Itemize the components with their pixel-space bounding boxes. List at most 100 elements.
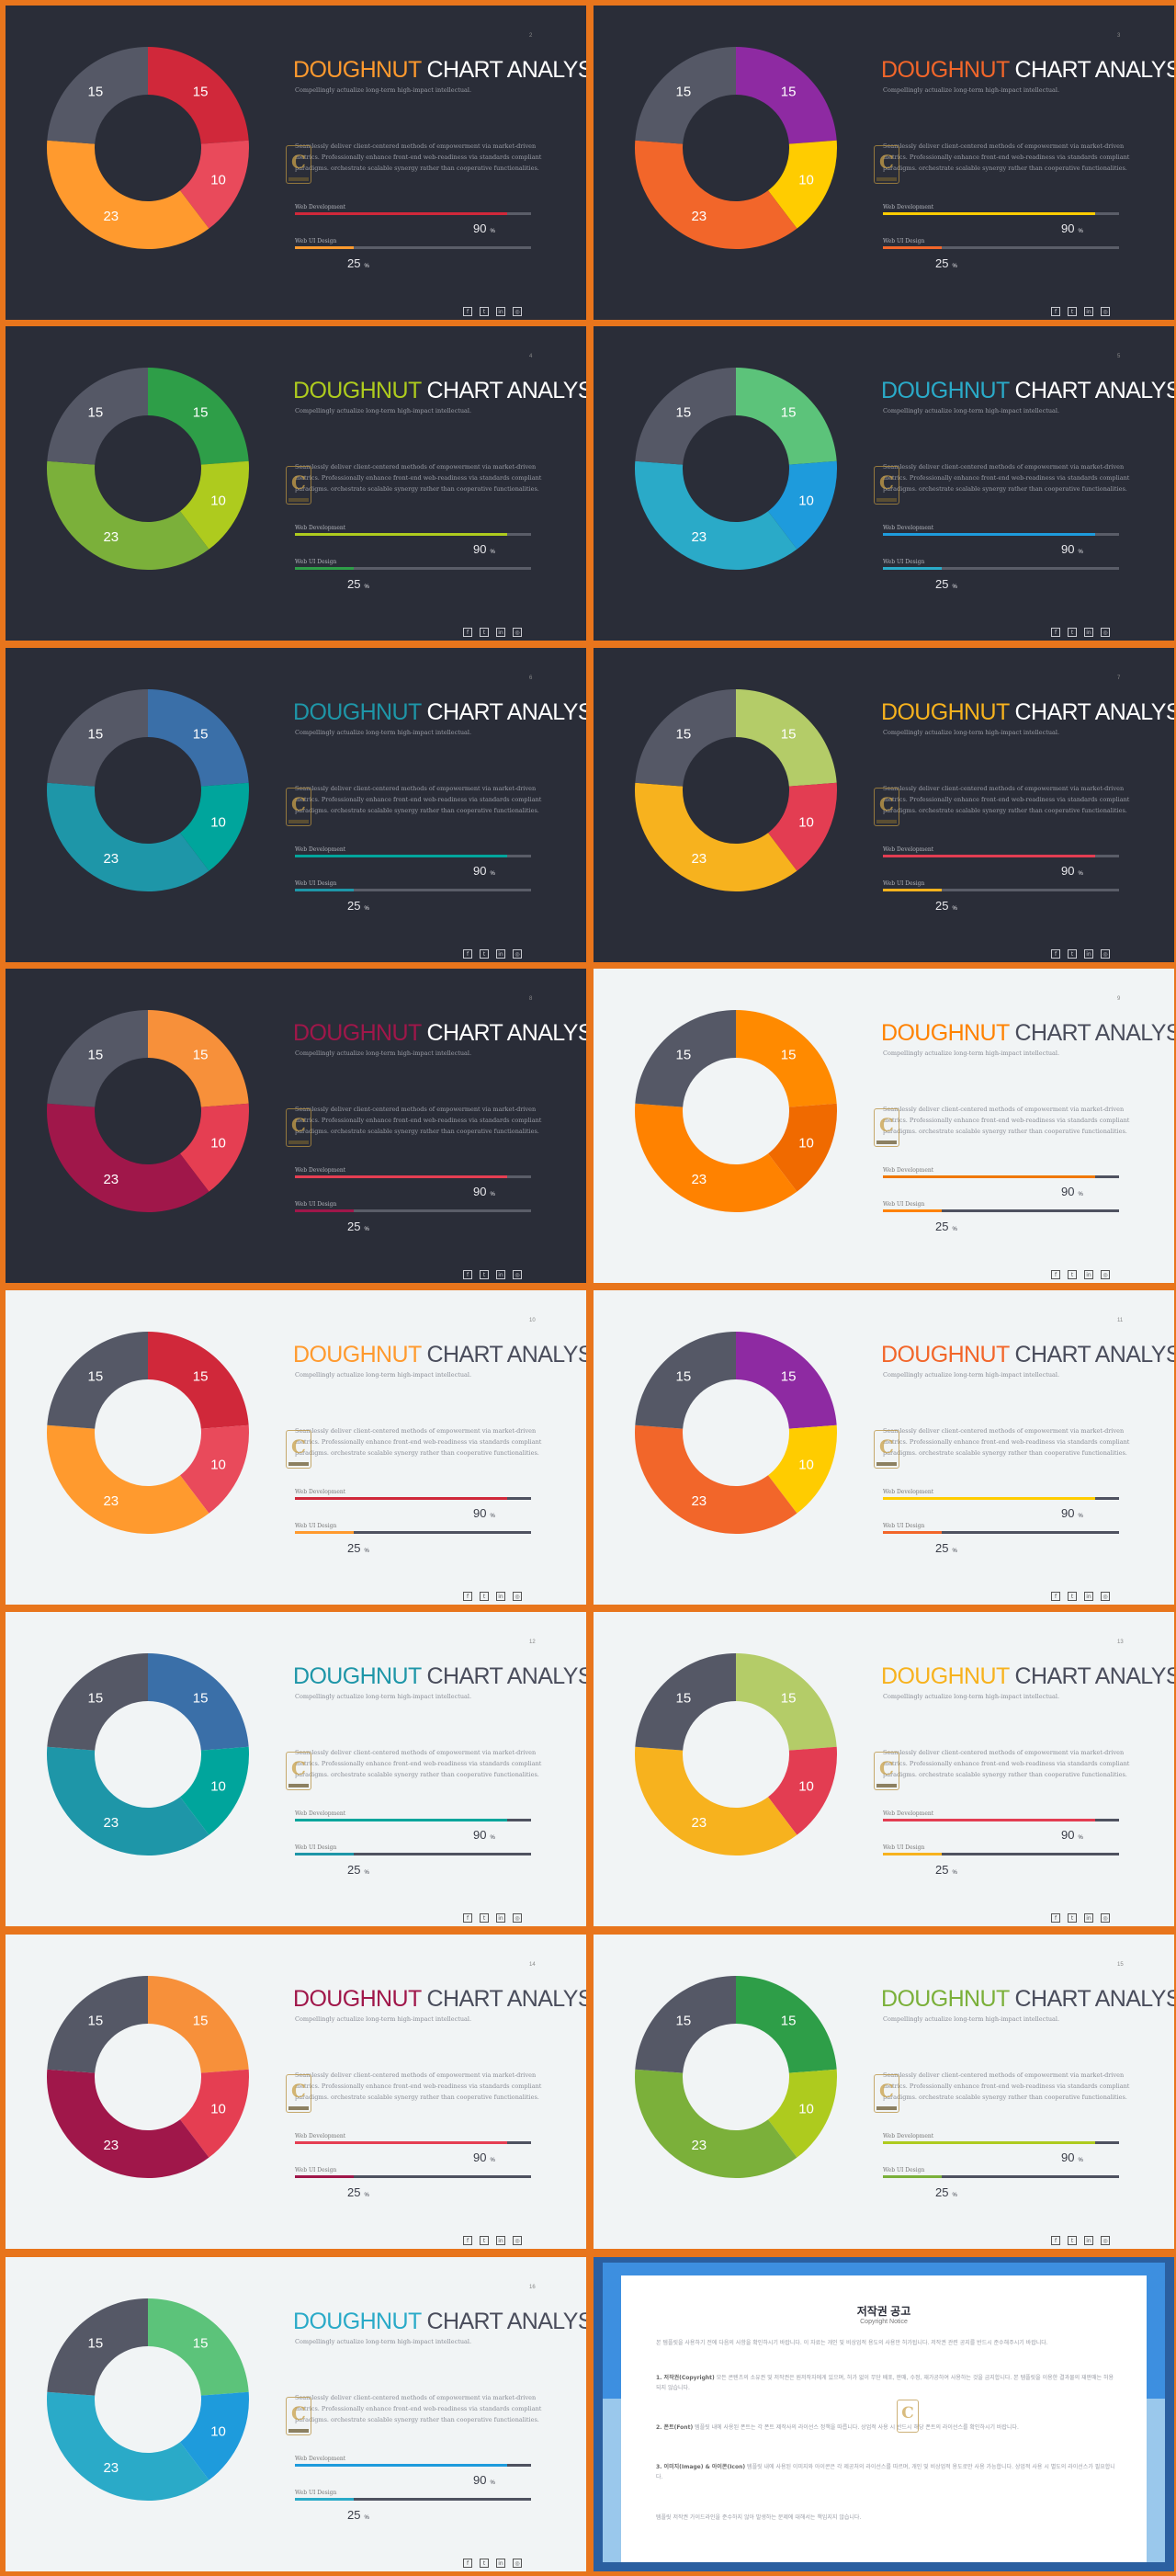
facebook-icon[interactable]: f (1051, 628, 1060, 637)
instagram-icon[interactable]: ◎ (1101, 1270, 1110, 1279)
facebook-icon[interactable]: f (1051, 307, 1060, 316)
instagram-icon[interactable]: ◎ (1101, 628, 1110, 637)
slide-body-text: Seamlessly deliver client-centered metho… (295, 1427, 542, 1457)
facebook-icon[interactable]: f (463, 307, 472, 316)
instagram-icon[interactable]: ◎ (513, 307, 522, 316)
doughnut-chart: 15 10 23 15 (47, 1010, 249, 1212)
twitter-icon[interactable]: t (1068, 949, 1077, 959)
percent-sign: % (952, 1870, 957, 1876)
social-icons: f t in ◎ (1051, 1908, 1117, 1924)
instagram-icon[interactable]: ◎ (1101, 1913, 1110, 1923)
facebook-icon[interactable]: f (463, 949, 472, 959)
linkedin-icon[interactable]: in (1084, 2236, 1093, 2245)
percent-sign: % (364, 1549, 369, 1554)
linkedin-icon[interactable]: in (1084, 1592, 1093, 1601)
facebook-icon[interactable]: f (1051, 949, 1060, 959)
twitter-icon[interactable]: t (480, 1913, 489, 1923)
instagram-icon[interactable]: ◎ (513, 628, 522, 637)
facebook-icon[interactable]: f (463, 2559, 472, 2568)
instagram-icon[interactable]: ◎ (1101, 2236, 1110, 2245)
percent-sign: % (364, 2193, 369, 2198)
facebook-icon[interactable]: f (463, 628, 472, 637)
twitter-icon[interactable]: t (480, 307, 489, 316)
facebook-icon[interactable]: f (1051, 1592, 1060, 1601)
instagram-icon[interactable]: ◎ (513, 1913, 522, 1923)
slice-value-label: 15 (88, 1690, 104, 1706)
twitter-icon[interactable]: t (1068, 307, 1077, 316)
percent-sign: % (1078, 1835, 1083, 1841)
twitter-icon[interactable]: t (480, 949, 489, 959)
twitter-icon[interactable]: t (480, 1270, 489, 1279)
linkedin-icon[interactable]: in (496, 1592, 505, 1601)
doughnut-slice (736, 1976, 837, 2073)
doughnut-slice (148, 1653, 249, 1751)
progress-track-web-ui-design (883, 1853, 1119, 1855)
copyright-outro: 템플릿 저작권 가이드라인을 준수하지 않아 발생하는 문제에 대해서는 책임지… (656, 2514, 862, 2521)
doughnut-slice (635, 689, 736, 787)
bar-label-web-ui-design: Web UI Design (883, 880, 925, 887)
facebook-icon[interactable]: f (1051, 2236, 1060, 2245)
progress-fill-web-ui-design (883, 1531, 943, 1534)
title-rest: CHART ANALYSIS (426, 1342, 586, 1367)
linkedin-icon[interactable]: in (1084, 307, 1093, 316)
title-accent: DOUGHNUT (881, 699, 1010, 725)
twitter-icon[interactable]: t (480, 2236, 489, 2245)
linkedin-icon[interactable]: in (1084, 1913, 1093, 1923)
instagram-icon[interactable]: ◎ (513, 2559, 522, 2568)
percent-sign: % (1078, 2158, 1083, 2163)
slice-value-label: 15 (676, 1690, 692, 1706)
facebook-icon[interactable]: f (463, 1592, 472, 1601)
linkedin-icon[interactable]: in (496, 1270, 505, 1279)
linkedin-icon[interactable]: in (496, 2559, 505, 2568)
instagram-icon[interactable]: ◎ (513, 1592, 522, 1601)
bar-value-web-ui-design: 25% (935, 899, 957, 913)
twitter-icon[interactable]: t (480, 628, 489, 637)
percent-sign: % (1078, 550, 1083, 555)
linkedin-icon[interactable]: in (496, 2236, 505, 2245)
twitter-icon[interactable]: t (1068, 2236, 1077, 2245)
progress-fill-web-development (295, 2141, 508, 2144)
slice-value-label: 23 (691, 1493, 707, 1509)
twitter-icon[interactable]: t (1068, 1913, 1077, 1923)
watermark-logo-base (288, 820, 309, 823)
progress-track-web-development (883, 1497, 1119, 1500)
bar-label-web-ui-design: Web UI Design (295, 2490, 337, 2496)
instagram-icon[interactable]: ◎ (1101, 1592, 1110, 1601)
bar-value-web-development: 90% (1061, 864, 1083, 878)
linkedin-icon[interactable]: in (496, 628, 505, 637)
facebook-icon[interactable]: f (1051, 1913, 1060, 1923)
twitter-icon[interactable]: t (1068, 628, 1077, 637)
slide-6: 15 10 23 15 7 DOUGHNUT CHART ANALYSIS Compelli… (594, 648, 1174, 962)
linkedin-icon[interactable]: in (496, 949, 505, 959)
linkedin-icon[interactable]: in (1084, 949, 1093, 959)
facebook-icon[interactable]: f (1051, 1270, 1060, 1279)
instagram-icon[interactable]: ◎ (1101, 307, 1110, 316)
doughnut-chart: 15 10 23 15 (47, 689, 249, 891)
slice-value-label: 15 (781, 1368, 797, 1384)
twitter-icon[interactable]: t (480, 2559, 489, 2568)
twitter-icon[interactable]: t (480, 1592, 489, 1601)
watermark-logo-base (876, 2106, 897, 2110)
instagram-icon[interactable]: ◎ (513, 1270, 522, 1279)
instagram-icon[interactable]: ◎ (513, 2236, 522, 2245)
linkedin-icon[interactable]: in (1084, 628, 1093, 637)
slice-value-label: 15 (676, 726, 692, 742)
bar-value-number: 90 (473, 1828, 487, 1842)
twitter-icon[interactable]: t (1068, 1270, 1077, 1279)
doughnut-chart: 15 10 23 15 (635, 689, 837, 891)
progress-track-web-ui-design (295, 2175, 531, 2178)
instagram-icon[interactable]: ◎ (513, 949, 522, 959)
instagram-icon[interactable]: ◎ (1101, 949, 1110, 959)
linkedin-icon[interactable]: in (496, 307, 505, 316)
percent-sign: % (364, 906, 369, 912)
copyright-slide: 저작권 공고 Copyright Notice 본 템플릿을 사용하기 전에 다… (594, 2257, 1174, 2571)
linkedin-icon[interactable]: in (1084, 1270, 1093, 1279)
doughnut-slice (148, 2298, 249, 2396)
doughnut-slice (736, 47, 837, 144)
facebook-icon[interactable]: f (463, 2236, 472, 2245)
facebook-icon[interactable]: f (463, 1913, 472, 1923)
linkedin-icon[interactable]: in (496, 1913, 505, 1923)
facebook-icon[interactable]: f (463, 1270, 472, 1279)
bar-label-web-ui-design: Web UI Design (295, 1201, 337, 1208)
twitter-icon[interactable]: t (1068, 1592, 1077, 1601)
